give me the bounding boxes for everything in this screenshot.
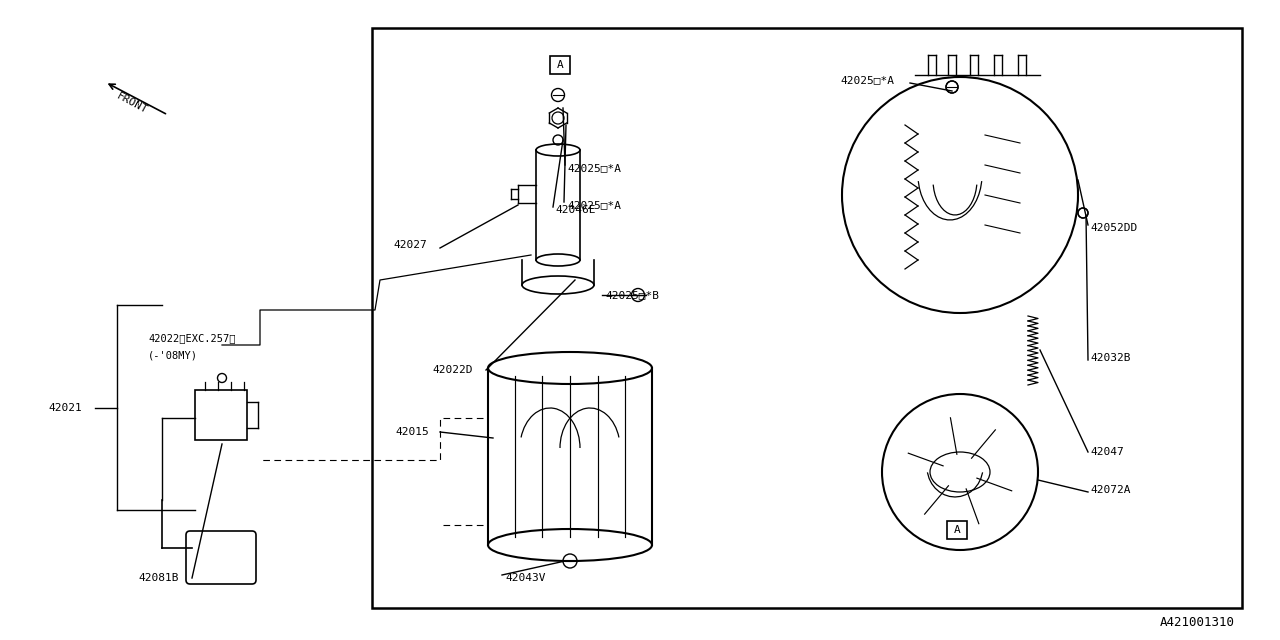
Text: 42015: 42015 <box>396 427 429 437</box>
Text: 42025□*A: 42025□*A <box>567 200 621 210</box>
Text: 42027: 42027 <box>393 240 426 250</box>
Text: 42022〈EXC.257〉: 42022〈EXC.257〉 <box>148 333 236 343</box>
Text: 42025□*B: 42025□*B <box>605 290 659 300</box>
Text: 42052DD: 42052DD <box>1091 223 1137 233</box>
Bar <box>372 28 1242 608</box>
Text: A: A <box>954 525 960 535</box>
Text: 42081B: 42081B <box>138 573 178 583</box>
Text: A: A <box>557 60 563 70</box>
Text: 42022D: 42022D <box>433 365 472 375</box>
Bar <box>550 56 570 74</box>
Text: 42047: 42047 <box>1091 447 1124 457</box>
Bar <box>195 390 247 440</box>
Text: FRONT: FRONT <box>115 91 150 115</box>
Text: 42025□*A: 42025□*A <box>840 75 893 85</box>
Text: (-'08MY): (-'08MY) <box>148 350 198 360</box>
Text: 42072A: 42072A <box>1091 485 1130 495</box>
Text: 42043V: 42043V <box>506 573 545 583</box>
Text: 42021: 42021 <box>49 403 82 413</box>
Text: 42046E: 42046E <box>556 205 595 215</box>
Text: 42032B: 42032B <box>1091 353 1130 363</box>
Text: 42025□*A: 42025□*A <box>567 163 621 173</box>
Bar <box>947 521 966 539</box>
Text: A421001310: A421001310 <box>1160 616 1235 628</box>
